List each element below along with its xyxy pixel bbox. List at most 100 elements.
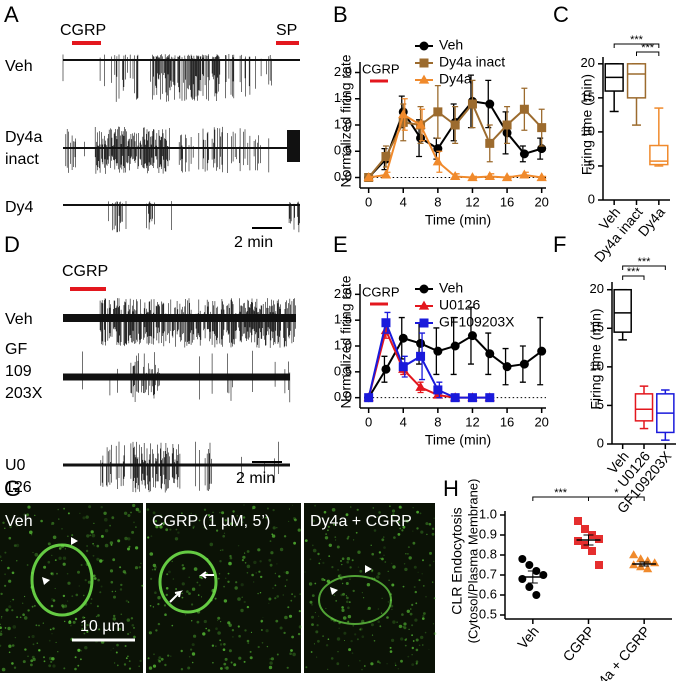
trace-label: Veh: [5, 58, 33, 75]
speckle: [63, 667, 66, 670]
speckle: [260, 619, 264, 623]
panel-label: C: [553, 2, 569, 27]
speckle: [127, 514, 131, 517]
speckle: [246, 605, 250, 609]
speckle: [207, 629, 211, 632]
speckle: [411, 634, 413, 637]
speckle: [292, 652, 296, 657]
y-tick-label: 10: [581, 123, 595, 138]
speckle: [257, 548, 261, 552]
speckle: [309, 600, 313, 604]
speckle: [228, 561, 232, 566]
error-bar: [583, 534, 594, 546]
speckle: [338, 574, 342, 578]
data-point: [519, 104, 529, 114]
speckle: [336, 545, 340, 549]
speckle: [355, 531, 358, 534]
speckle: [152, 664, 157, 668]
speckle: [13, 544, 17, 547]
speckle: [217, 631, 221, 635]
speckle: [88, 505, 92, 509]
speckle: [403, 626, 407, 630]
speckle: [193, 634, 197, 638]
speckle: [135, 526, 137, 528]
speckle: [237, 597, 241, 601]
speckle: [229, 554, 232, 558]
speckle: [323, 510, 327, 514]
speckle: [382, 536, 385, 538]
data-point: [433, 385, 443, 395]
speckle: [81, 624, 83, 626]
scale-label: 2 min: [234, 234, 273, 251]
speckle: [359, 627, 363, 631]
speckle: [102, 559, 104, 561]
speckle: [31, 655, 35, 659]
speckle: [414, 618, 418, 622]
speckle: [130, 617, 134, 620]
speckle: [4, 573, 6, 576]
legend-marker: [419, 318, 429, 328]
speckle: [34, 552, 39, 557]
speckle: [293, 541, 296, 545]
speckle: [247, 642, 250, 644]
speckle: [420, 530, 424, 534]
speckle: [215, 645, 217, 647]
speckle: [400, 506, 403, 509]
speckle: [52, 664, 56, 668]
speckle: [284, 615, 288, 620]
speckle: [186, 590, 189, 593]
speckle: [190, 648, 193, 651]
speckle: [30, 659, 34, 663]
legend-marker: [419, 284, 429, 294]
speckle: [398, 505, 402, 509]
speckle: [15, 524, 19, 527]
x-tick-label: 16: [500, 414, 514, 429]
stimulus-label: SP: [276, 22, 297, 39]
speckle: [367, 606, 371, 611]
speckle: [371, 552, 375, 556]
speckle: [157, 596, 161, 600]
speckle: [119, 566, 122, 569]
speckle: [127, 547, 130, 551]
speckle: [149, 605, 152, 607]
speckle: [431, 532, 435, 536]
speckle: [131, 624, 135, 627]
speckle: [165, 587, 169, 590]
speckle: [433, 597, 436, 600]
speckle: [255, 572, 257, 574]
speckle: [415, 662, 418, 665]
speckle: [319, 558, 321, 560]
speckle: [243, 504, 245, 506]
speckle: [304, 571, 306, 573]
speckle: [203, 508, 207, 511]
speckle: [347, 535, 350, 538]
data-point: [525, 583, 534, 591]
speckle: [366, 608, 368, 610]
data-point: [467, 99, 477, 109]
speckle: [93, 577, 97, 580]
speckle: [402, 585, 405, 588]
speckle: [391, 638, 395, 643]
speckle: [297, 632, 301, 636]
speckle: [262, 616, 264, 618]
speckle: [153, 653, 155, 656]
speckle: [104, 543, 109, 548]
speckle: [259, 592, 262, 594]
speckle: [97, 578, 100, 582]
y-tick-label: 1.5: [334, 90, 352, 105]
data-point: [519, 359, 529, 369]
speckle: [182, 567, 186, 570]
speckle: [164, 663, 167, 667]
speckle: [268, 597, 272, 601]
x-tick-label: 12: [465, 194, 479, 209]
speckle: [188, 576, 190, 579]
speckle: [397, 668, 399, 670]
speckle: [336, 637, 341, 641]
y-axis-label: Firing time (min): [588, 308, 604, 409]
speckle: [411, 654, 413, 656]
speckle: [411, 624, 414, 627]
speckle: [8, 644, 12, 648]
speckle: [399, 527, 402, 530]
speckle: [223, 585, 226, 588]
speckle: [111, 516, 115, 520]
